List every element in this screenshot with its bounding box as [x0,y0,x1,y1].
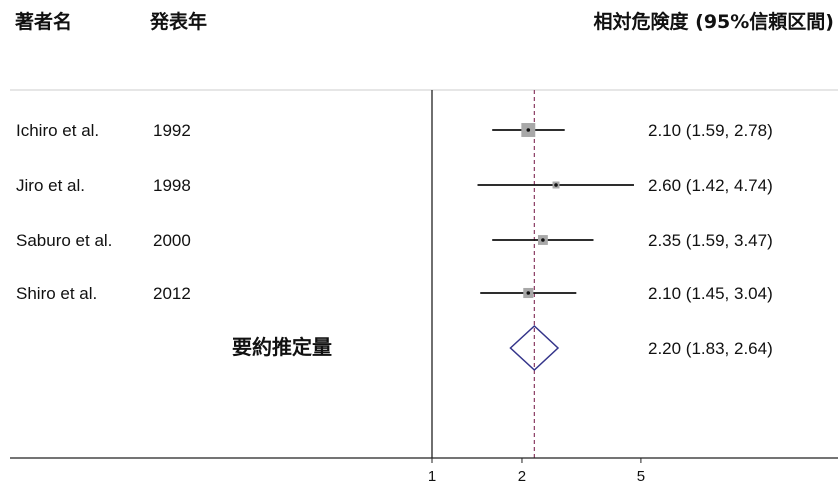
summary-estimate-label: 要約推定量 [232,335,332,359]
x-axis-tick-label: 5 [637,468,645,485]
point-estimate-marker [526,128,531,132]
study-author: Shiro et al. [16,284,97,303]
study-year: 1998 [153,176,191,195]
author-column-header: 著者名 [15,10,72,33]
study-row: Ichiro et al. 1992 2.10 (1.59, 2.78) [16,121,773,140]
estimate-column-header: 相対危険度 (95%信頼区間) [594,10,834,33]
point-estimate-marker [554,183,558,187]
study-author: Ichiro et al. [16,121,99,140]
study-row: Shiro et al. 2012 2.10 (1.45, 3.04) [16,284,773,303]
point-estimate-marker [526,291,531,295]
study-estimate-label: 2.35 (1.59, 3.47) [648,231,773,250]
study-estimate-label: 2.10 (1.59, 2.78) [648,121,773,140]
study-row: Saburo et al. 2000 2.35 (1.59, 3.47) [16,231,773,250]
study-estimate-label: 2.10 (1.45, 3.04) [648,284,773,303]
study-year: 2012 [153,284,191,303]
x-axis-tick-label: 1 [428,468,436,485]
summary-estimate-value: 2.20 (1.83, 2.64) [648,339,773,358]
study-estimate-label: 2.60 (1.42, 4.74) [648,176,773,195]
study-row: Jiro et al. 1998 2.60 (1.42, 4.74) [16,176,773,195]
x-axis-tick-label: 2 [518,468,526,485]
study-year: 2000 [153,231,191,250]
point-estimate-marker [541,238,545,242]
study-author: Jiro et al. [16,176,85,195]
summary-diamond [509,324,560,372]
year-column-header: 発表年 [149,10,207,33]
study-year: 1992 [153,121,191,140]
study-author: Saburo et al. [16,231,112,250]
plot-marks: 1 2 5 [10,90,838,485]
